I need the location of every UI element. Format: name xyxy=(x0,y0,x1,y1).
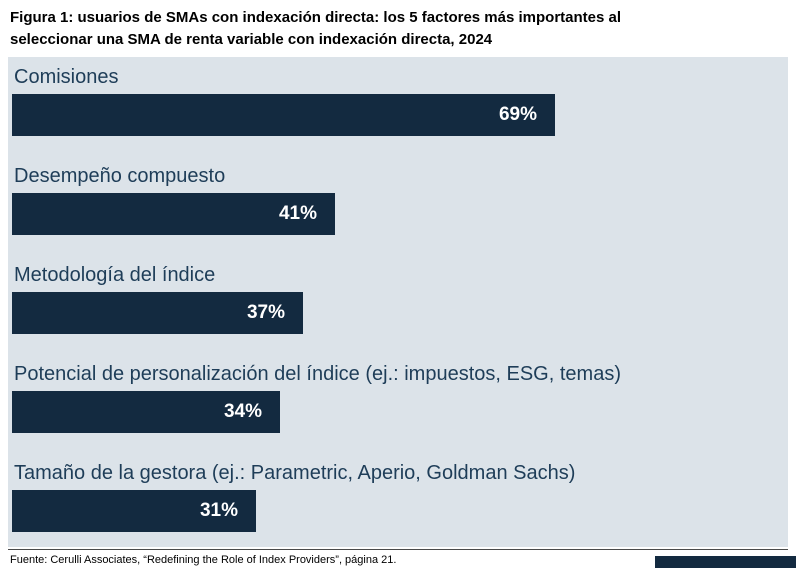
bar-group: Tamaño de la gestora (ej.: Parametric, A… xyxy=(12,456,788,532)
figure-title-line-1: Figura 1: usuarios de SMAs con indexació… xyxy=(10,9,622,26)
bar-group: Metodología del índice 37% xyxy=(12,258,788,334)
value-label: 69% xyxy=(498,103,537,125)
value-label: 31% xyxy=(199,499,238,521)
footer-divider xyxy=(8,548,788,550)
value-label: 41% xyxy=(278,202,317,224)
bar: 31% xyxy=(12,489,256,532)
value-label: 37% xyxy=(246,301,285,323)
bottom-accent-bar xyxy=(655,556,796,568)
figure-title-line-2: seleccionar una SMA de renta variable co… xyxy=(10,30,493,48)
bar-group: Potencial de personalización del índice … xyxy=(12,357,788,433)
chart-area: Comisiones 69% Desempeño compuesto 41% M… xyxy=(8,56,788,547)
bar: 69% xyxy=(12,93,555,136)
category-label: Desempeño compuesto xyxy=(14,164,226,187)
category-label: Metodología del índice xyxy=(14,263,216,286)
figure-title: Figura 1: usuarios de SMAs con indexació… xyxy=(8,7,788,51)
bar-group: Desempeño compuesto 41% xyxy=(12,159,788,235)
bar-group: Comisiones 69% xyxy=(12,60,788,136)
category-label: Potencial de personalización del índice … xyxy=(14,362,621,385)
category-label: Comisiones xyxy=(14,65,119,88)
bar: 41% xyxy=(12,192,335,235)
source-text: Fuente: Cerulli Associates, “Redefining … xyxy=(10,553,397,566)
category-label: Tamaño de la gestora (ej.: Parametric, A… xyxy=(14,461,576,484)
bar: 37% xyxy=(12,291,303,334)
value-label: 34% xyxy=(223,400,262,422)
bar: 34% xyxy=(12,390,280,433)
